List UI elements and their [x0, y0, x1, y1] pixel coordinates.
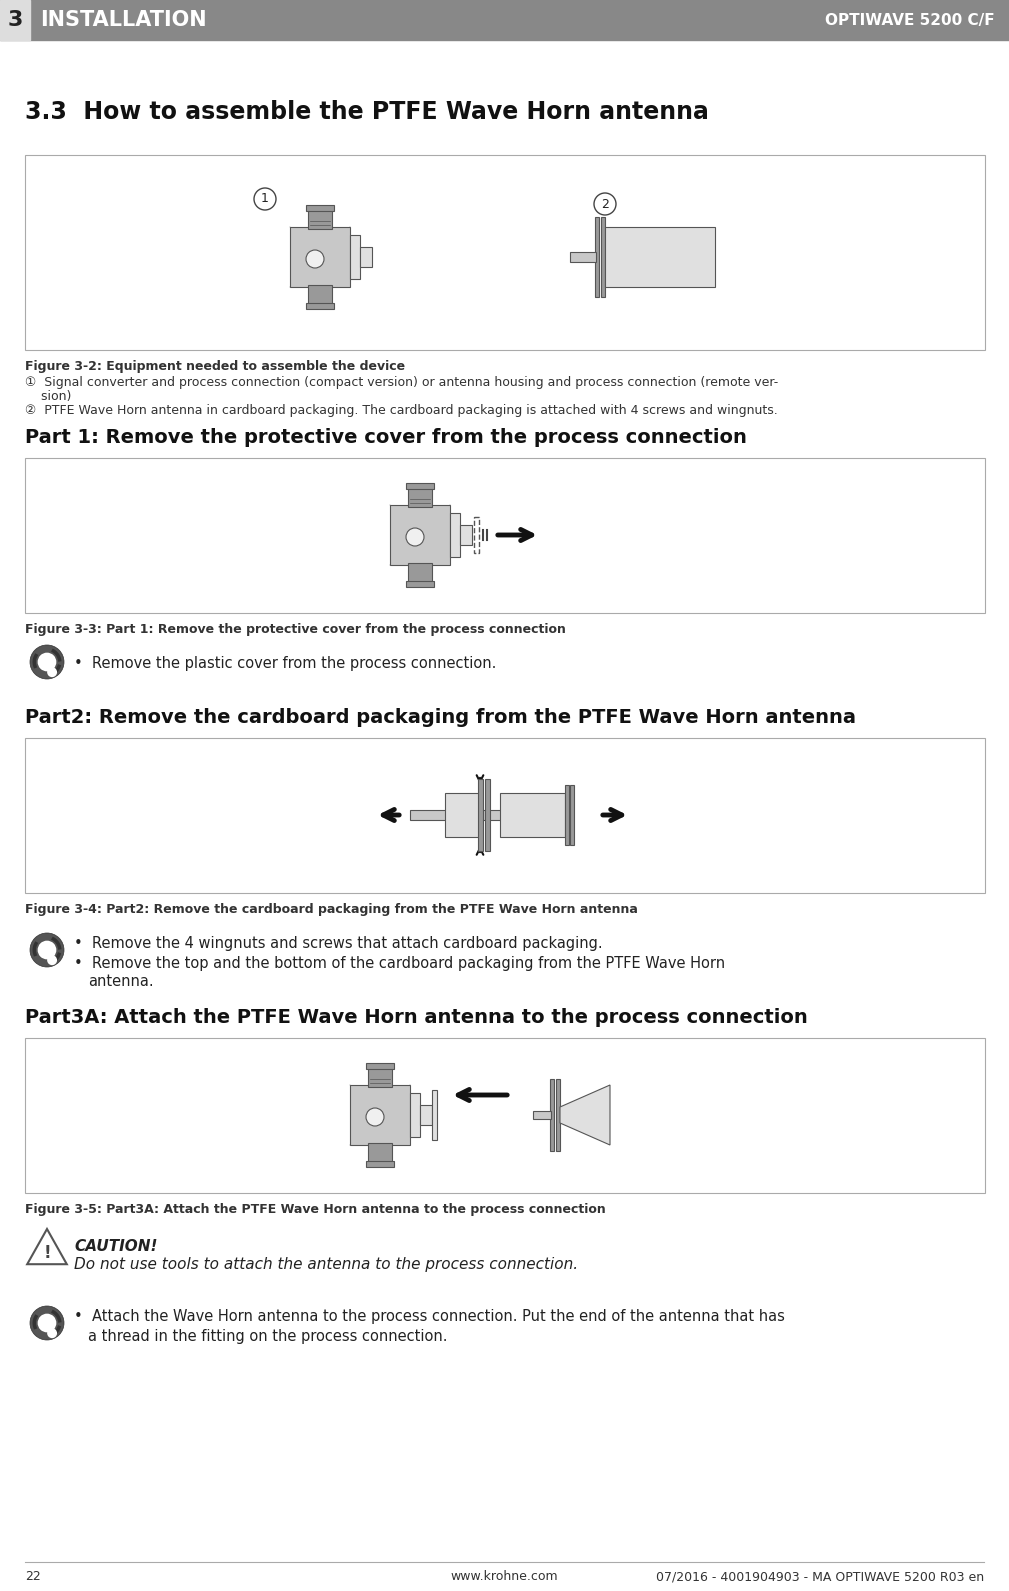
Bar	[601, 216, 605, 298]
Bar	[25, 154, 985, 350]
Bar	[25, 458, 985, 613]
Polygon shape	[27, 1228, 67, 1265]
Text: ①  Signal converter and process connection (compact version) or antenna housing : ① Signal converter and process connectio…	[25, 375, 778, 390]
Bar	[565, 784, 569, 845]
Circle shape	[366, 1107, 384, 1126]
Bar	[306, 302, 334, 309]
Text: 3: 3	[7, 10, 22, 30]
Bar	[406, 581, 434, 587]
Text: OPTIWAVE 5200 C/F: OPTIWAVE 5200 C/F	[825, 13, 995, 27]
Circle shape	[594, 193, 616, 215]
Text: 22: 22	[25, 1570, 40, 1583]
Bar	[0, 0, 1009, 40]
Circle shape	[37, 940, 57, 959]
Circle shape	[254, 188, 276, 210]
Circle shape	[47, 956, 57, 964]
Circle shape	[47, 668, 57, 676]
Text: INSTALLATION: INSTALLATION	[40, 10, 207, 30]
Text: 07/2016 - 4001904903 - MA OPTIWAVE 5200 R03 en: 07/2016 - 4001904903 - MA OPTIWAVE 5200 …	[656, 1570, 984, 1583]
Text: Figure 3-3: Part 1: Remove the protective cover from the process connection: Figure 3-3: Part 1: Remove the protectiv…	[25, 624, 566, 636]
Bar	[533, 1111, 551, 1118]
Circle shape	[30, 1306, 64, 1340]
Circle shape	[306, 250, 324, 267]
Text: Figure 3-5: Part3A: Attach the PTFE Wave Horn antenna to the process connection: Figure 3-5: Part3A: Attach the PTFE Wave…	[25, 1203, 605, 1216]
Circle shape	[406, 528, 424, 546]
Bar	[368, 1142, 393, 1163]
Text: 3.3  How to assemble the PTFE Wave Horn antenna: 3.3 How to assemble the PTFE Wave Horn a…	[25, 100, 709, 124]
Bar	[445, 792, 480, 837]
Bar	[408, 563, 432, 582]
Bar	[410, 1093, 420, 1138]
Text: Do not use tools to attach the antenna to the process connection.: Do not use tools to attach the antenna t…	[74, 1257, 578, 1271]
Bar	[366, 1063, 394, 1069]
Bar	[550, 1079, 554, 1150]
Bar	[25, 738, 985, 893]
Bar	[25, 1037, 985, 1193]
Bar	[360, 247, 372, 267]
Bar	[306, 205, 334, 212]
Bar	[290, 228, 350, 286]
Text: www.krohne.com: www.krohne.com	[450, 1570, 558, 1583]
Bar	[350, 1085, 410, 1146]
Bar	[432, 1090, 437, 1141]
Text: antenna.: antenna.	[88, 974, 153, 990]
Bar	[0, 0, 30, 40]
Text: a thread in the fitting on the process connection.: a thread in the fitting on the process c…	[88, 1328, 448, 1344]
Bar	[595, 216, 599, 298]
Bar	[460, 525, 472, 546]
Bar	[308, 285, 332, 305]
Bar	[308, 208, 332, 229]
Text: Figure 3-2: Equipment needed to assemble the device: Figure 3-2: Equipment needed to assemble…	[25, 360, 406, 372]
Bar	[605, 228, 715, 286]
Bar	[420, 1106, 432, 1125]
Text: 1: 1	[261, 193, 269, 205]
Text: •  Remove the plastic cover from the process connection.: • Remove the plastic cover from the proc…	[74, 655, 496, 671]
Bar	[570, 784, 574, 845]
Bar	[350, 235, 360, 278]
Bar	[450, 512, 460, 557]
Bar	[406, 484, 434, 488]
Bar	[410, 810, 570, 819]
Text: •  Remove the 4 wingnuts and screws that attach cardboard packaging.: • Remove the 4 wingnuts and screws that …	[74, 936, 602, 951]
Bar	[408, 487, 432, 508]
Circle shape	[37, 1314, 57, 1332]
Text: Part2: Remove the cardboard packaging from the PTFE Wave Horn antenna: Part2: Remove the cardboard packaging fr…	[25, 708, 856, 727]
Bar	[500, 792, 565, 837]
Text: •  Remove the top and the bottom of the cardboard packaging from the PTFE Wave H: • Remove the top and the bottom of the c…	[74, 956, 725, 971]
Text: 2: 2	[601, 197, 609, 210]
Bar	[478, 780, 483, 851]
Text: Figure 3-4: Part2: Remove the cardboard packaging from the PTFE Wave Horn antenn: Figure 3-4: Part2: Remove the cardboard …	[25, 904, 638, 916]
Bar	[390, 504, 450, 565]
Text: ②  PTFE Wave Horn antenna in cardboard packaging. The cardboard packaging is att: ② PTFE Wave Horn antenna in cardboard pa…	[25, 404, 778, 417]
Bar	[485, 780, 490, 851]
Bar	[366, 1161, 394, 1168]
Text: CAUTION!: CAUTION!	[74, 1239, 157, 1254]
Bar	[556, 1079, 560, 1150]
Text: sion): sion)	[25, 390, 72, 403]
Circle shape	[47, 1328, 57, 1338]
Bar	[570, 251, 596, 263]
Text: !: !	[43, 1244, 50, 1262]
Text: Part3A: Attach the PTFE Wave Horn antenna to the process connection: Part3A: Attach the PTFE Wave Horn antenn…	[25, 1009, 808, 1028]
Circle shape	[30, 932, 64, 967]
Text: •  Attach the Wave Horn antenna to the process connection. Put the end of the an: • Attach the Wave Horn antenna to the pr…	[74, 1309, 785, 1324]
Circle shape	[37, 652, 57, 671]
Polygon shape	[560, 1085, 610, 1146]
Text: Part 1: Remove the protective cover from the process connection: Part 1: Remove the protective cover from…	[25, 428, 747, 447]
Bar	[474, 517, 479, 554]
Circle shape	[30, 644, 64, 679]
Bar	[368, 1068, 393, 1087]
